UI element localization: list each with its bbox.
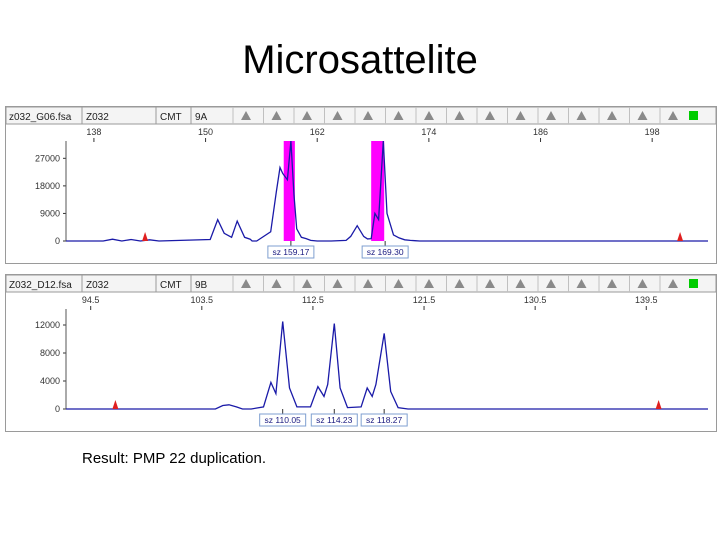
allele-highlight <box>283 141 295 241</box>
peak-label: sz 114.23 <box>310 413 358 427</box>
x-tick-label: 139.5 <box>635 295 658 305</box>
peak-label-text: sz 118.27 <box>366 415 403 425</box>
header-channel: 9A <box>195 112 208 123</box>
triangle-icon <box>515 279 526 288</box>
y-tick-label: 8000 <box>40 348 60 358</box>
peak-label-text: sz 169.30 <box>367 247 404 257</box>
slide-title: Microsattelite <box>242 38 478 82</box>
header-file: z032_G06.fsa <box>9 112 72 123</box>
peak-label-box <box>267 245 315 259</box>
x-tick-label: 130.5 <box>524 295 547 305</box>
x-tick-label: 103.5 <box>191 295 214 305</box>
status-square-icon <box>689 111 698 120</box>
peak-label: sz 159.17 <box>267 245 315 259</box>
x-tick-label: 138 <box>86 127 101 137</box>
electropherogram-chart-2: Z032_D12.fsa Z032 CMT 9B 94.5 103.5 112.5 121.5… <box>6 275 716 427</box>
triangle-icon <box>637 279 648 288</box>
peak-label-text: sz 110.05 <box>265 415 302 425</box>
header-mode: CMT <box>160 112 182 123</box>
triangle-icon <box>576 111 587 120</box>
peak-label-text: sz 159.17 <box>272 247 309 257</box>
y-tick-label: 4000 <box>40 376 60 386</box>
x-tick-label: 150 <box>198 127 213 137</box>
peak-label-box <box>310 413 358 427</box>
triangle-icon <box>363 111 373 120</box>
x-tick-label: 198 <box>645 127 660 137</box>
status-square-icon <box>689 279 698 288</box>
triangle-icon <box>546 111 556 120</box>
triangle-icon <box>424 111 434 120</box>
triangle-icon <box>241 279 251 288</box>
peak-label-box <box>259 413 307 427</box>
triangle-icon <box>576 279 587 288</box>
x-tick-label: 121.5 <box>413 295 436 305</box>
peak-label: sz 118.27 <box>360 413 408 427</box>
peak-label-box <box>360 413 408 427</box>
triangle-icon <box>332 111 343 120</box>
triangle-icon <box>485 279 495 288</box>
triangle-icon <box>668 111 678 120</box>
electropherogram-chart-1: z032_G06.fsa Z032 CMT 9A 138 150 162 174 186 198 2… <box>6 107 716 259</box>
size-marker <box>655 400 662 409</box>
triangle-icon <box>607 111 617 120</box>
triangle-icon <box>271 279 282 288</box>
triangle-icon <box>607 279 617 288</box>
triangle-icon <box>546 279 556 288</box>
peak-label: sz 169.30 <box>361 245 409 259</box>
y-tick-label: 27000 <box>35 153 60 163</box>
trace-line <box>66 321 708 410</box>
peak-label-box <box>361 245 409 259</box>
triangle-icon <box>302 111 312 120</box>
header-sample: Z032 <box>86 280 109 291</box>
triangle-icon <box>454 279 465 288</box>
electropherogram-panel-1: z032_G06.fsa Z032 CMT 9A 138 150 162 174 186 198 2… <box>5 106 717 264</box>
size-marker <box>112 400 119 409</box>
header-channel: 9B <box>195 280 208 291</box>
y-tick-label: 9000 <box>40 208 60 218</box>
triangle-icon <box>393 111 404 120</box>
x-tick-label: 174 <box>421 127 436 137</box>
header-file: Z032_D12.fsa <box>9 280 72 291</box>
triangle-icon <box>363 279 373 288</box>
triangle-icon <box>515 111 526 120</box>
triangle-icon <box>424 279 434 288</box>
y-tick-label: 0 <box>55 236 60 246</box>
header-sample: Z032 <box>86 112 109 123</box>
y-tick-label: 0 <box>55 404 60 414</box>
triangle-icon <box>241 111 251 120</box>
header-mode: CMT <box>160 280 182 291</box>
triangle-icon <box>271 111 282 120</box>
result-text: Result: PMP 22 duplication. <box>82 450 266 467</box>
y-tick-label: 12000 <box>35 320 60 330</box>
triangle-icon <box>302 279 312 288</box>
y-tick-label: 18000 <box>35 181 60 191</box>
x-tick-label: 94.5 <box>82 295 100 305</box>
peak-label-text: sz 114.23 <box>316 415 353 425</box>
triangle-icon <box>454 111 465 120</box>
triangle-icon <box>332 279 343 288</box>
trace-line <box>66 140 708 242</box>
peak-label: sz 110.05 <box>259 413 307 427</box>
size-marker <box>677 232 684 241</box>
size-marker <box>142 232 149 241</box>
triangle-icon <box>668 279 678 288</box>
triangle-icon <box>485 111 495 120</box>
electropherogram-panel-2: Z032_D12.fsa Z032 CMT 9B 94.5 103.5 112.5 121.5… <box>5 274 717 432</box>
x-tick-label: 186 <box>533 127 548 137</box>
x-tick-label: 162 <box>310 127 325 137</box>
x-tick-label: 112.5 <box>302 295 324 305</box>
triangle-icon <box>393 279 404 288</box>
triangle-icon <box>637 111 648 120</box>
